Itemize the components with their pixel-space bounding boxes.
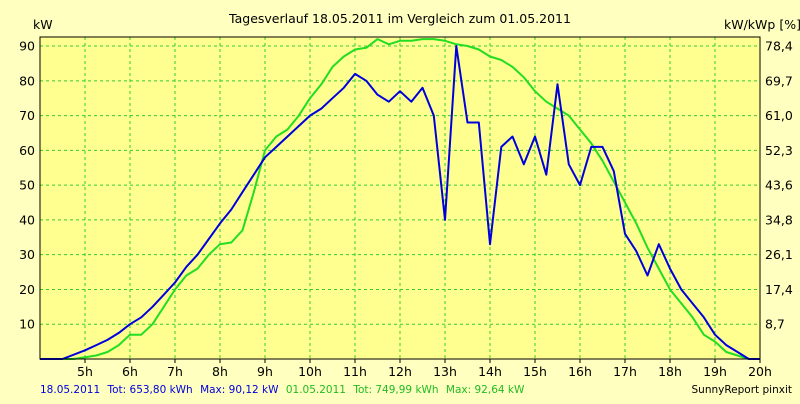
y-left-tick-label: 90 [19,39,35,54]
x-tick-label: 14h [478,364,502,379]
x-tick-label: 16h [568,364,592,379]
grid-lines [40,37,760,359]
y-left-tick-label: 10 [19,317,35,332]
x-tick-label: 13h [433,364,457,379]
legend-s2-total: Tot: 749,99 kWh [352,384,438,396]
y-left-tick-label: 40 [19,212,35,227]
y-right-tick-label: 34,8 [765,212,793,227]
series-line-blue-18-05-2011 [40,45,760,360]
x-axis-ticks: 5h 6h 7h 8h 9h 10h 11h 12h 13h 14h 15h 16h 17h 18h 19h… [77,359,772,379]
y-right-tick-label: 26,1 [765,247,793,262]
y-left-tick-label: 60 [19,143,35,158]
y-right-tick-label: 43,6 [765,178,793,193]
y-right-tick-label: 8,7 [765,317,785,332]
y-right-tick-label: 61,0 [765,108,793,123]
legend-s1-total: Tot: 653,80 kWh [106,384,192,396]
x-tick-label: 19h [703,364,727,379]
y-right-tick-label: 69,7 [765,73,793,88]
y-left-tick-label: 20 [19,282,35,297]
y-axis-left-ticks: 10 20 30 40 50 60 70 80 90 [19,39,35,332]
y-right-tick-label: 52,3 [765,143,793,158]
chart-title: Tagesverlauf 18.05.2011 im Vergleich zum… [228,11,571,26]
x-tick-label: 12h [388,364,412,379]
x-tick-label: 20h [748,364,772,379]
y-left-tick-label: 30 [19,247,35,262]
x-tick-label: 9h [257,364,273,379]
footer-credit: SunnyReport pinxit [692,384,792,396]
x-tick-label: 11h [343,364,367,379]
y-left-tick-label: 80 [19,73,35,88]
x-tick-label: 15h [523,364,547,379]
y-right-tick-label: 17,4 [765,282,793,297]
series-line-green-01-05-2011 [40,38,760,360]
y-left-tick-label: 50 [19,178,35,193]
legend-s1-date: 18.05.2011 [40,384,100,396]
series-layer [40,38,760,360]
legend-s2-max: Max: 92,64 kW [446,384,525,396]
x-tick-label: 7h [167,364,183,379]
y-right-tick-label: 78,4 [765,39,793,54]
y-left-tick-label: 70 [19,108,35,123]
x-tick-label: 18h [658,364,682,379]
x-tick-label: 17h [613,364,637,379]
footer-legend: 18.05.2011 Tot: 653,80 kWh Max: 90,12 kW… [40,384,525,396]
y-axis-right-ticks: 8,7 17,4 26,1 34,8 43,6 52,3 61,0 69,7 78,4 [765,39,793,332]
legend-s2-date: 01.05.2011 [286,384,346,396]
y-axis-right-label: kW/kWp [%] [724,17,800,32]
x-tick-label: 5h [77,364,93,379]
x-tick-label: 10h [298,364,322,379]
y-axis-left-label: kW [33,17,53,32]
x-tick-label: 8h [212,364,228,379]
legend-s1-max: Max: 90,12 kW [200,384,279,396]
x-tick-label: 6h [122,364,138,379]
